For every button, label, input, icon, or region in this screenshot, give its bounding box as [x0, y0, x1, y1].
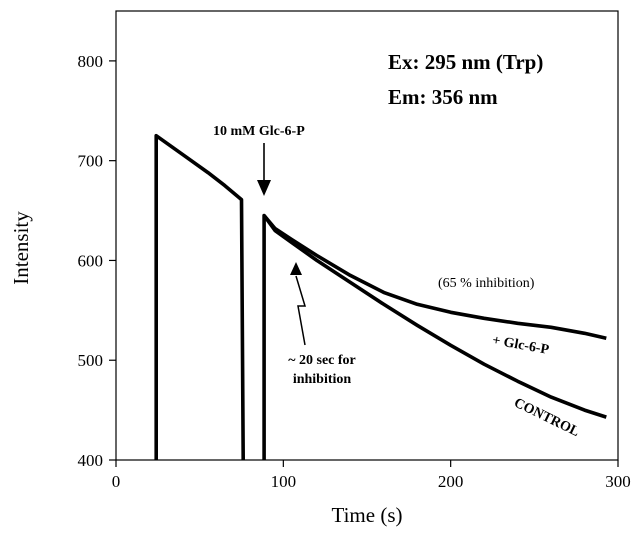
excitation-label: Ex: 295 nm (Trp) — [388, 50, 543, 74]
data-series — [154, 133, 607, 461]
trace-line-1 — [154, 133, 245, 461]
y-tick-label: 800 — [78, 52, 104, 71]
inhibition-percent-label: (65 % inhibition) — [438, 276, 535, 291]
addition-label: 10 mM Glc-6-P — [213, 124, 305, 139]
x-axis-title: Time (s) — [332, 503, 403, 527]
glc-trace-label: + Glc-6-P — [491, 333, 551, 358]
inhibition-time-arrow — [290, 262, 307, 346]
x-tick-label: 200 — [438, 472, 464, 491]
emission-label: Em: 356 nm — [388, 85, 498, 109]
y-tick-label: 700 — [78, 152, 104, 171]
y-axis-title: Intensity — [9, 211, 33, 285]
x-tick-label: 100 — [271, 472, 297, 491]
y-tick-label: 500 — [78, 351, 104, 370]
trace-line-3 — [262, 214, 607, 419]
y-tick-label: 400 — [78, 451, 104, 470]
x-tick-label: 300 — [605, 472, 631, 491]
addition-arrow — [257, 143, 271, 196]
inhibition-time-label-line2: inhibition — [293, 372, 352, 387]
control-trace-label: CONTROL — [511, 396, 581, 441]
plot-frame — [115, 10, 619, 461]
inhibition-time-label-line1: ~ 20 sec for — [288, 353, 356, 368]
x-tick-label: 0 — [112, 472, 121, 491]
y-tick-label: 600 — [78, 251, 104, 270]
axis-ticks: 0 100 200 300 400 500 600 700 800 — [78, 52, 631, 491]
